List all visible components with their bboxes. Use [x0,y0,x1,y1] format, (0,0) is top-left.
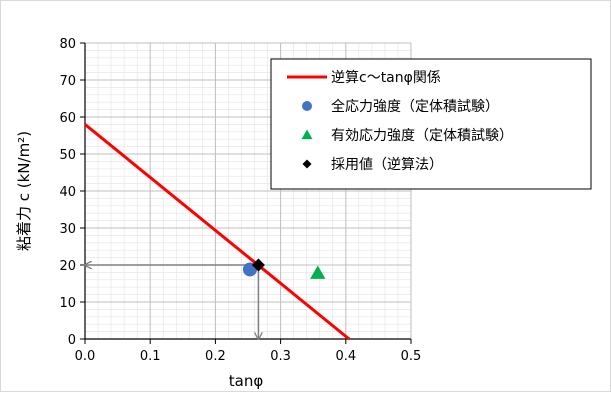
plot-series [84,123,351,341]
legend-label: 全応力強度（定体積試験） [331,98,499,115]
legend-label: 採用値（逆算法） [331,157,443,173]
annotations [85,265,258,339]
x-tick-label: 0.0 [75,349,96,364]
x-tick-label: 0.4 [335,349,356,364]
x-axis-title: tanφ [229,372,264,390]
y-tick-label: 20 [59,259,76,274]
triangle-marker [301,129,313,140]
y-tick-label: 50 [59,148,76,163]
axes [80,42,412,344]
legend-box [270,58,592,190]
y-tick-label: 80 [59,37,76,52]
legend-label: 逆算c〜tanφ関係 [331,70,441,86]
plot-markers [242,258,326,279]
series-line [84,123,351,341]
y-tick-label: 60 [59,111,76,126]
x-tick-label: 0.2 [205,349,226,364]
y-tick-label: 10 [59,296,76,311]
circle-marker [302,101,312,111]
diamond-marker [302,159,312,169]
y-tick-label: 40 [59,185,76,200]
x-tick-label: 0.1 [140,349,161,364]
y-tick-label: 0 [68,333,76,348]
x-tick-label: 0.3 [270,349,291,364]
x-tick-label: 0.5 [401,349,422,364]
triangle-marker [310,265,326,279]
diamond-marker [251,258,265,272]
legend-label: 有効応力強度（定体積試験） [331,128,513,144]
y-tick-label: 30 [59,222,76,237]
y-axis-title: 粘着力 c (kN/m²) [15,131,33,251]
grid [85,42,412,339]
tick-labels: 0.0 0.1 0.2 0.3 0.4 0.5 0 10 20 30 40 50 60 70 80 [59,37,421,364]
y-tick-label: 70 [59,74,76,89]
